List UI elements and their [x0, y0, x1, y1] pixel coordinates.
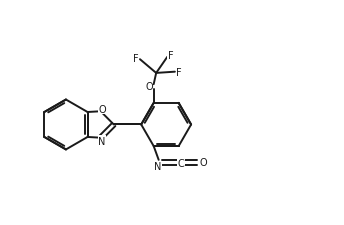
Text: O: O — [199, 158, 207, 168]
Text: N: N — [98, 136, 106, 146]
Text: O: O — [98, 104, 106, 114]
Text: C: C — [178, 158, 184, 168]
Text: F: F — [168, 50, 173, 61]
Text: N: N — [154, 161, 162, 171]
Text: F: F — [176, 67, 182, 77]
Text: F: F — [133, 54, 138, 64]
Text: O: O — [146, 81, 153, 92]
